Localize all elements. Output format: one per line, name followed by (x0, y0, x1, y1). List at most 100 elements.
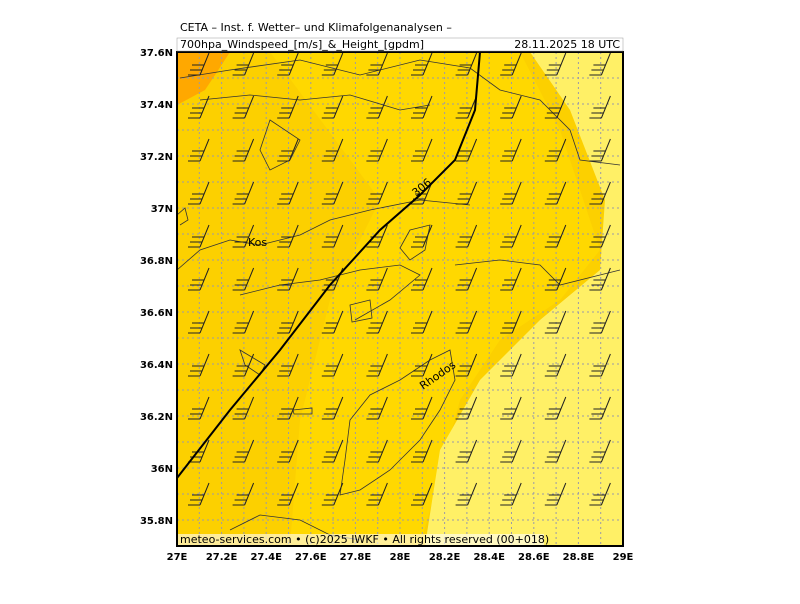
wind-barb (232, 181, 255, 205)
wind-barb (366, 482, 388, 506)
wind-barb (411, 224, 433, 248)
wind-barb (411, 482, 433, 506)
wind-barb (277, 224, 299, 248)
wind-barbs (188, 52, 611, 506)
wind-barb (277, 181, 299, 205)
wind-barb (366, 310, 388, 334)
wind-barb (589, 52, 611, 76)
wind-barb (232, 310, 255, 334)
place-label: Kos (248, 236, 267, 249)
wind-barb (232, 95, 255, 119)
wind-barb (188, 353, 210, 377)
wind-barb (366, 396, 388, 420)
wind-barb (500, 353, 522, 377)
header-box (176, 37, 624, 52)
x-tick-label: 27.8E (340, 552, 372, 563)
wind-barb (232, 138, 255, 162)
wind-barb (366, 267, 388, 291)
wind-barb (232, 482, 255, 506)
y-tick-label: 37.2N (140, 152, 173, 163)
x-tick-label: 27E (167, 552, 188, 563)
grid (177, 52, 623, 546)
wind-barb (188, 181, 210, 205)
footer-box (178, 534, 544, 545)
x-tick-label: 27.4E (250, 552, 282, 563)
wind-barb (589, 439, 611, 463)
x-tick-label: 29E (613, 552, 634, 563)
wind-barb (500, 224, 522, 248)
wind-barb (589, 224, 611, 248)
wind-barb (277, 482, 299, 506)
field-light (425, 52, 623, 546)
wind-barb (500, 482, 522, 506)
wind-barb (544, 482, 567, 506)
wind-barb (411, 353, 433, 377)
wind-barb (455, 396, 478, 420)
field-mid (270, 52, 600, 546)
wind-barb (411, 95, 433, 119)
wind-barb (277, 267, 299, 291)
x-tick-label: 27.2E (206, 552, 238, 563)
wind-barb (321, 482, 344, 506)
header-line1: CETA – Inst. f. Wetter– und Klimafolgena… (180, 21, 452, 34)
wind-barb (277, 95, 299, 119)
wind-barb (366, 439, 388, 463)
wind-barb (455, 181, 478, 205)
y-tick-label: 36.8N (140, 256, 173, 267)
wind-barb (366, 224, 388, 248)
wind-barb (455, 95, 478, 119)
x-tick-label: 27.6E (295, 552, 327, 563)
wind-barb (321, 181, 344, 205)
wind-barb (277, 52, 299, 76)
wind-barb (455, 267, 478, 291)
wind-barb (455, 138, 478, 162)
wind-barb (411, 267, 433, 291)
wind-barb (589, 353, 611, 377)
wind-barb (544, 267, 567, 291)
y-tick-label: 36.2N (140, 412, 173, 423)
wind-barb (411, 439, 433, 463)
wind-barb (544, 52, 567, 76)
wind-barb (544, 95, 567, 119)
wind-barb (411, 310, 433, 334)
wind-barb (544, 396, 567, 420)
wind-barb (500, 138, 522, 162)
x-tick-label: 28.8E (563, 552, 595, 563)
wind-barb (589, 181, 611, 205)
wind-barb (544, 310, 567, 334)
y-tick-label: 36.6N (140, 308, 173, 319)
y-tick-label: 37.4N (140, 100, 173, 111)
footer: meteo-services.com • (c)2025 IWKF • All … (180, 533, 549, 546)
map-frame (176, 51, 624, 547)
wind-barb (455, 52, 478, 76)
wind-barb (366, 95, 388, 119)
wind-barb (277, 439, 299, 463)
wind-barb (188, 310, 210, 334)
x-tick-label: 28.4E (473, 552, 505, 563)
wind-barb (455, 353, 478, 377)
x-tick-label: 28.6E (518, 552, 550, 563)
height-contour (177, 52, 481, 479)
wind-barb (232, 396, 255, 420)
wind-barb (366, 52, 388, 76)
wind-barb (188, 95, 210, 119)
wind-barb (188, 267, 210, 291)
wind-barb (321, 267, 344, 291)
wind-barb (232, 439, 255, 463)
wind-barb (500, 95, 522, 119)
y-tick-label: 36.4N (140, 360, 173, 371)
wind-barb (321, 396, 344, 420)
wind-barb (544, 439, 567, 463)
wind-barb (500, 267, 522, 291)
wind-barb (366, 353, 388, 377)
wind-barb (411, 138, 433, 162)
wind-barb (366, 181, 388, 205)
wind-barb (232, 353, 255, 377)
wind-barb (544, 181, 567, 205)
y-tick-label: 37.6N (140, 48, 173, 59)
wind-barb (277, 138, 299, 162)
wind-barb (500, 52, 522, 76)
wind-barb (321, 138, 344, 162)
wind-barb (544, 353, 567, 377)
